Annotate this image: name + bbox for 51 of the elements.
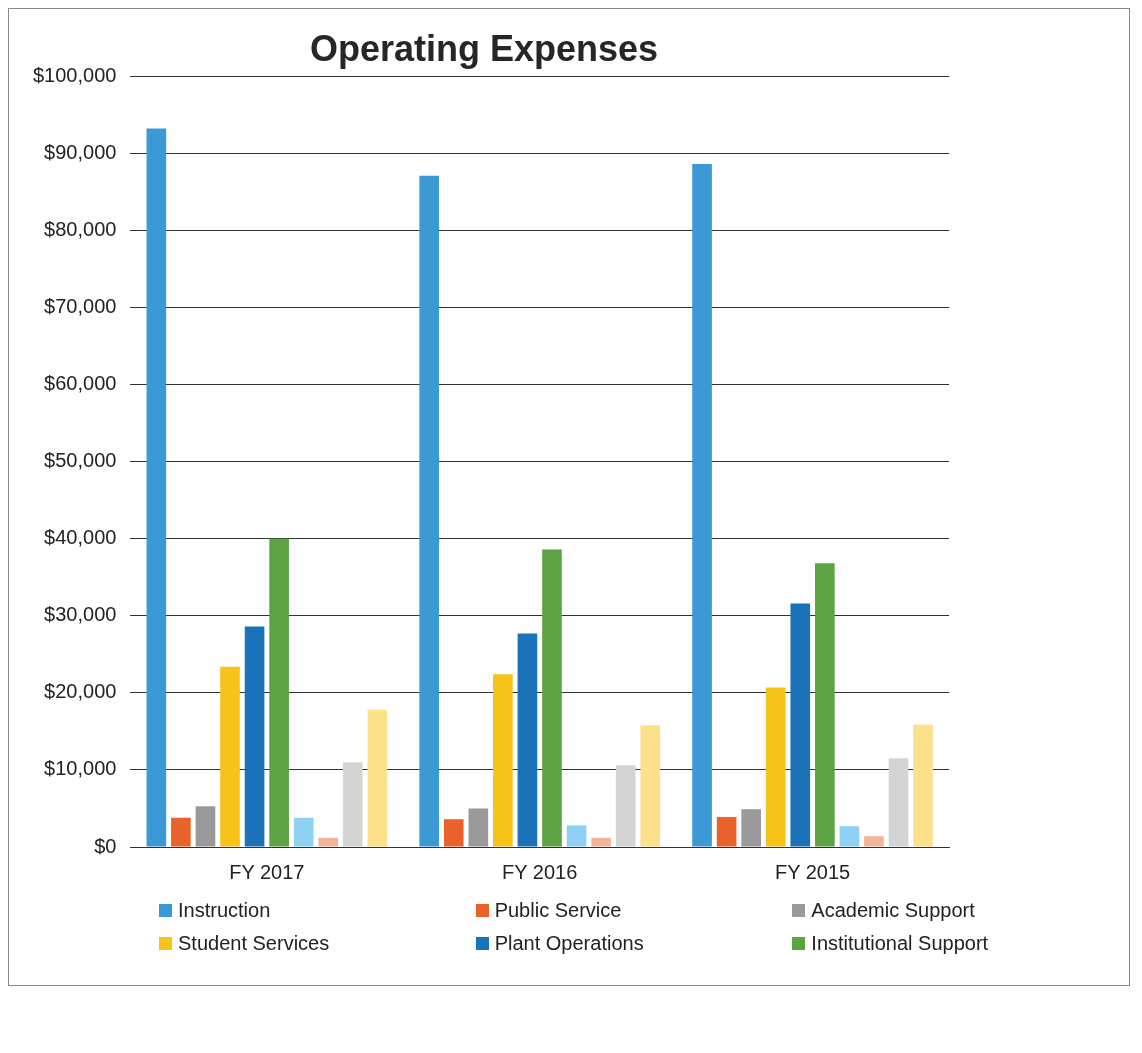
bar: [864, 836, 884, 847]
legend-label: Plant Operations: [494, 932, 644, 955]
y-tick-label: $90,000: [44, 140, 117, 163]
y-tick-label: $30,000: [44, 603, 117, 626]
bar: [615, 765, 636, 847]
bar: [146, 128, 167, 847]
bar: [342, 762, 363, 847]
bar: [269, 538, 289, 847]
bar: [815, 563, 835, 847]
x-tick-label: FY 2017: [229, 860, 305, 883]
bar: [367, 709, 388, 847]
legend-label: Academic Support: [811, 899, 975, 922]
bar: [790, 603, 811, 847]
bar: [913, 724, 933, 847]
bar: [443, 819, 464, 847]
bar: [888, 758, 909, 847]
bar: [765, 687, 786, 847]
bar: [293, 817, 314, 847]
bar: [542, 549, 562, 847]
y-tick-label: $20,000: [44, 680, 117, 703]
bar: [591, 837, 611, 847]
bar: [419, 175, 440, 847]
bar: [566, 825, 587, 847]
bar: [220, 666, 240, 847]
x-tick-label: FY 2016: [502, 860, 578, 883]
bar: [741, 809, 761, 847]
y-tick-label: $40,000: [44, 526, 117, 549]
bar: [468, 808, 489, 847]
y-tick-label: $60,000: [44, 372, 117, 395]
bar: [244, 626, 265, 847]
x-tick-label: FY 2015: [774, 860, 851, 883]
bar: [640, 725, 661, 847]
bar: [493, 674, 513, 847]
legend-label: Institutional Support: [811, 932, 989, 955]
y-tick-label: $100,000: [33, 63, 117, 86]
y-tick-label: $50,000: [44, 449, 117, 472]
bar: [716, 816, 737, 847]
y-tick-label: $0: [94, 834, 117, 857]
chart-title: Operating Expenses: [309, 27, 659, 69]
bar: [318, 837, 339, 847]
legend-label: Instruction: [178, 899, 271, 922]
legend-label: Student Services: [178, 932, 330, 955]
bar: [517, 633, 538, 847]
bar: [692, 164, 712, 847]
bar: [839, 826, 860, 847]
legend-label: Public Service: [494, 899, 622, 922]
y-tick-label: $10,000: [44, 757, 117, 780]
y-tick-label: $70,000: [44, 294, 117, 317]
bar: [195, 806, 216, 847]
bar: [171, 817, 191, 847]
y-tick-label: $80,000: [44, 217, 117, 240]
